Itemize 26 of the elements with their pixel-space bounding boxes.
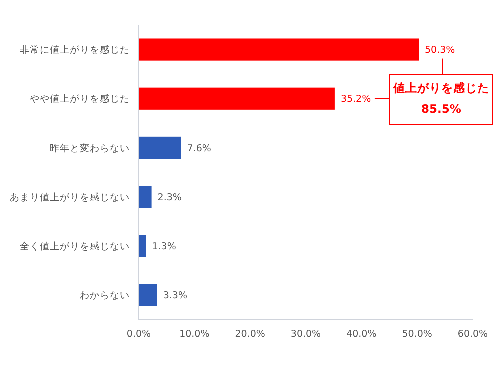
x-tick-label: 10.0% — [180, 329, 210, 340]
data-label: 50.3% — [425, 45, 456, 56]
x-tick-label: 40.0% — [346, 329, 377, 340]
x-tick-label: 50.0% — [402, 329, 432, 340]
y-tick-label: 全く値上がりを感じない — [20, 240, 130, 252]
bar — [139, 235, 146, 258]
data-label: 2.3% — [158, 192, 182, 204]
x-tick-label: 20.0% — [235, 329, 266, 340]
data-label: 3.3% — [163, 290, 188, 302]
y-tick-label: わからない — [80, 290, 130, 302]
y-tick-label: あまり値上がりを感じない — [10, 191, 130, 204]
data-label: 1.3% — [152, 241, 176, 252]
annotation: 値上がりを感じた 85.5% — [392, 80, 490, 116]
x-tick-label: 60.0% — [458, 329, 488, 340]
x-tick-label: 0.0% — [126, 329, 152, 340]
y-tick-label: やや値上がりを感じた — [30, 93, 130, 106]
bar — [139, 136, 182, 159]
data-label: 7.6% — [187, 143, 212, 154]
y-tick-label: 昨年と変わらない — [50, 142, 130, 154]
bar — [139, 88, 335, 110]
bar — [139, 38, 420, 61]
x-tick-label: 30.0% — [290, 329, 322, 340]
data-label: 35.2% — [340, 94, 372, 106]
y-tick-label: 非常に値上がりを感じた — [20, 44, 130, 56]
bar — [139, 186, 152, 208]
bar — [139, 284, 158, 306]
